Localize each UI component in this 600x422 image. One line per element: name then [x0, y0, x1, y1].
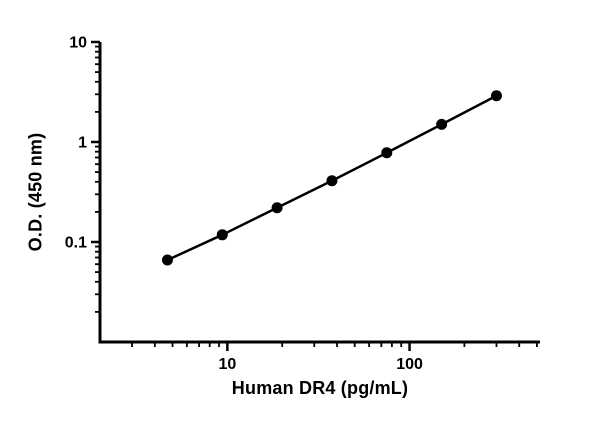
data-point-marker: [271, 202, 283, 214]
data-point-marker: [381, 147, 393, 159]
data-point-marker: [490, 90, 502, 102]
data-point-marker: [326, 175, 338, 187]
x-tick-label: 100: [396, 356, 423, 373]
data-point-marker: [436, 118, 448, 130]
y-tick-label: 10: [69, 35, 87, 52]
data-point-marker: [161, 254, 173, 266]
y-tick-label: 0.1: [65, 235, 87, 252]
y-tick-label: 1: [78, 135, 87, 152]
x-axis-label: Human DR4 (pg/mL): [231, 378, 409, 398]
x-tick-label: 10: [218, 356, 236, 373]
y-axis-label: O.D. (450 nm): [25, 132, 46, 252]
data-point-marker: [216, 229, 228, 241]
